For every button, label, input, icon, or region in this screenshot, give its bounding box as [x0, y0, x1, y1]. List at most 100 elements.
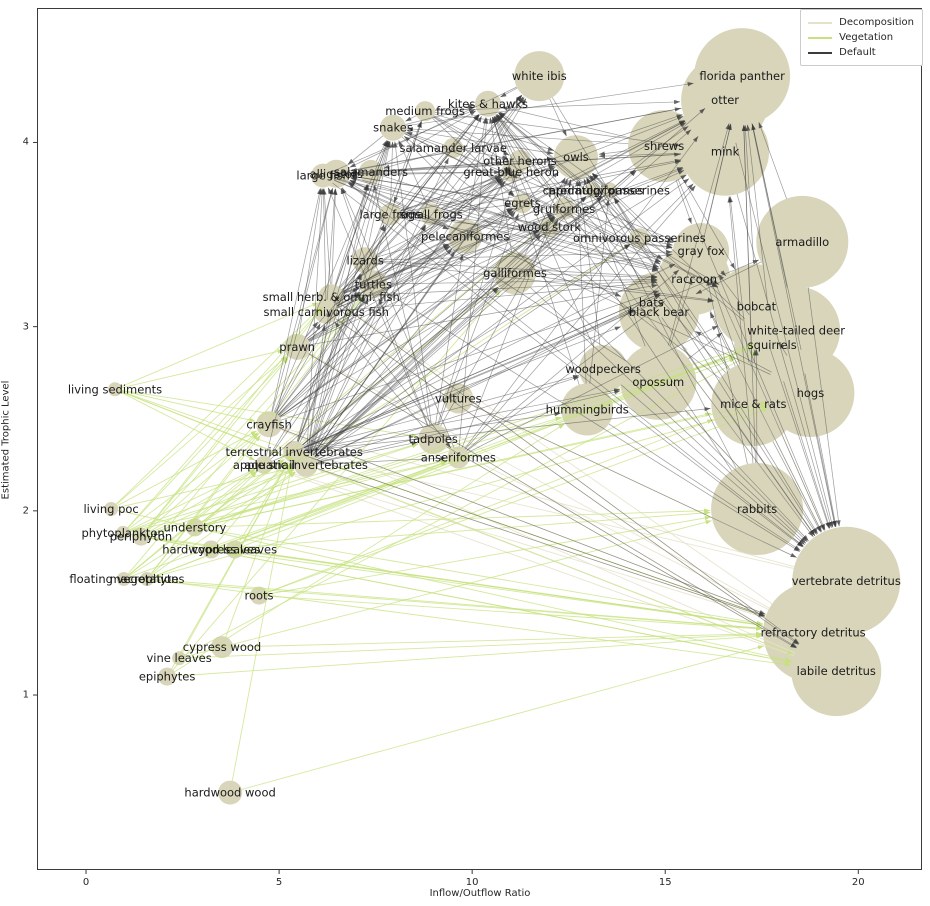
legend-label: Default [839, 47, 876, 58]
edge [317, 376, 580, 462]
node-label-bats: bats [639, 296, 664, 310]
node-label-medium_frogs: medium frogs [385, 104, 465, 118]
node-label-vultures: vultures [435, 392, 482, 406]
edge [351, 161, 510, 175]
edge [272, 293, 661, 462]
edge [203, 356, 736, 526]
edge [121, 302, 319, 387]
edge [281, 428, 766, 615]
edge [598, 152, 682, 159]
edge [348, 181, 627, 362]
edge [608, 423, 801, 551]
node-label-raccoon: raccoon [671, 272, 717, 286]
edge [592, 172, 745, 320]
edge [464, 135, 699, 449]
edge [751, 123, 802, 350]
edge [495, 114, 558, 201]
legend-label: Decomposition [839, 17, 914, 28]
node-label-living_poc: living poc [83, 502, 138, 516]
edge [467, 325, 719, 453]
edge [778, 342, 788, 356]
edge [351, 174, 513, 203]
edge [397, 114, 479, 207]
edge [174, 423, 565, 673]
edge [501, 106, 630, 139]
edge [372, 114, 480, 251]
node-label-prawn: prawn [279, 340, 315, 354]
edge [334, 321, 424, 428]
edge [340, 187, 370, 272]
node-label-periphyton: periphyton [110, 530, 173, 544]
node-hardwood_wood [218, 780, 243, 805]
edge [276, 296, 365, 415]
node-label-tadpoles: tadpoles [408, 432, 457, 446]
edge [152, 472, 296, 576]
edge [321, 188, 327, 300]
edge [297, 225, 387, 442]
edge [298, 188, 323, 335]
node-label-cypress_wood: cypress wood [183, 640, 261, 654]
edge [681, 177, 736, 270]
node-label-crayfish: crayfish [246, 417, 291, 431]
edge [346, 182, 804, 547]
edge [718, 274, 750, 316]
edge [441, 116, 684, 211]
edge [117, 466, 294, 508]
node-label-large_frogs: large frogs [359, 207, 421, 221]
node-label-labile_detritus: labile detritus [797, 664, 876, 678]
edge [741, 125, 753, 363]
node-label-wood_stork: wood stork [518, 220, 582, 234]
y-axis-label: Estimated Trophic Level [0, 380, 12, 500]
edge [121, 391, 794, 655]
node-living_poc [104, 502, 119, 516]
edge [239, 461, 289, 543]
edge [758, 122, 787, 199]
edge [500, 87, 518, 98]
edge [278, 248, 453, 416]
edge [437, 172, 517, 425]
edge [530, 287, 807, 544]
edge [498, 112, 588, 186]
node-label-understory: understory [164, 520, 227, 534]
edge [304, 455, 766, 616]
edge [339, 307, 452, 449]
edge [121, 349, 284, 389]
edge [675, 179, 692, 224]
edge [400, 163, 555, 212]
edge [344, 278, 658, 297]
edge [341, 187, 455, 448]
node-label-great_blue_heron: great blue heron [463, 165, 559, 179]
edge [589, 199, 610, 384]
edge [566, 179, 572, 199]
edge [268, 296, 366, 458]
edge [745, 124, 769, 308]
edge [783, 381, 831, 529]
node-label-vertebrate_detritus: vertebrate detritus [792, 574, 901, 588]
edge [498, 112, 744, 321]
edge [306, 188, 325, 453]
edge [667, 123, 730, 346]
edge [308, 353, 798, 648]
edge [493, 116, 594, 348]
edge [117, 430, 257, 507]
edge [649, 239, 673, 247]
node-label-gray_fox: gray fox [678, 244, 725, 258]
node-label-white_ibis: white ibis [512, 69, 567, 83]
edge [308, 184, 370, 454]
node-label-roots: roots [244, 589, 273, 603]
node-label-large_fish: large fish [296, 169, 349, 183]
legend-label: Vegetation [839, 32, 894, 43]
edge [309, 298, 369, 454]
edge [620, 384, 806, 545]
edge [341, 304, 800, 644]
node-label-woodpeckers: woodpeckers [565, 362, 641, 376]
legend-item-decomposition: Decomposition [808, 15, 914, 30]
x-tick-label: 20 [851, 877, 865, 888]
edge [335, 318, 799, 645]
edge [573, 213, 719, 288]
edge [728, 196, 749, 363]
edge [390, 141, 395, 204]
node-label-apple_snail: apple snail [233, 458, 295, 472]
edge [267, 419, 714, 593]
